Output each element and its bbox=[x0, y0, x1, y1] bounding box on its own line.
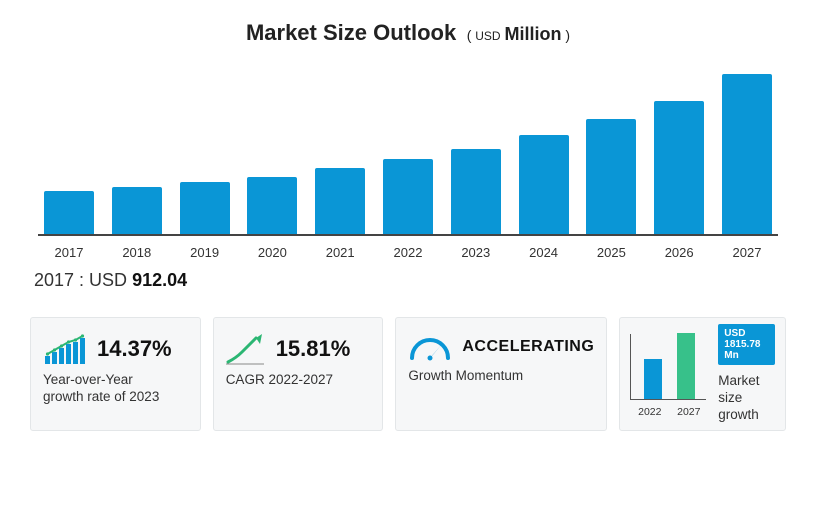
xlabel-2018: 2018 bbox=[112, 245, 162, 260]
xlabel-2017: 2017 bbox=[44, 245, 94, 260]
card-yoy: 14.37% Year-over-Year growth rate of 202… bbox=[30, 317, 201, 431]
main-bar-chart: 2017 2018 2019 2020 2021 2022 2023 2024 2025 2026… bbox=[38, 60, 778, 260]
growth-label-2: growth bbox=[718, 407, 775, 424]
xlabel-2022: 2022 bbox=[383, 245, 433, 260]
xlabel-2019: 2019 bbox=[180, 245, 230, 260]
chart-unit-group: ( USD Million ) bbox=[467, 27, 570, 43]
chart-title-row: Market Size Outlook ( USD Million ) bbox=[30, 20, 786, 46]
xlabel-2024: 2024 bbox=[519, 245, 569, 260]
mini-bar-2022 bbox=[644, 359, 662, 399]
chart-footnote: 2017 : USD 912.04 bbox=[34, 270, 786, 291]
momentum-sub: Growth Momentum bbox=[408, 368, 594, 385]
xlabel-2027: 2027 bbox=[722, 245, 772, 260]
gauge-icon bbox=[408, 332, 452, 362]
xlabel-2020: 2020 bbox=[247, 245, 297, 260]
bar-2018 bbox=[112, 187, 162, 234]
xlabel-2026: 2026 bbox=[654, 245, 704, 260]
xlabel-2025: 2025 bbox=[586, 245, 636, 260]
mini-bar-2027 bbox=[677, 333, 695, 399]
mini-xlabel-2022: 2022 bbox=[638, 406, 661, 418]
cagr-value: 15.81% bbox=[276, 336, 351, 362]
cagr-label: CAGR 2022-2027 bbox=[226, 372, 371, 389]
yoy-label-1: Year-over-Year bbox=[43, 372, 188, 389]
growth-bars-icon bbox=[43, 332, 87, 366]
arrow-up-icon bbox=[226, 332, 266, 366]
bar-2025 bbox=[586, 119, 636, 234]
xlabel-2023: 2023 bbox=[451, 245, 501, 260]
card-growth: 2022 2027 USD 1815.78 Mn Market size grow… bbox=[619, 317, 786, 431]
chart-x-axis bbox=[38, 234, 778, 236]
mini-xlabel-2027: 2027 bbox=[677, 406, 700, 418]
bar-2019 bbox=[180, 182, 230, 234]
growth-label-1: Market size bbox=[718, 373, 775, 407]
card-momentum: ACCELERATING Growth Momentum bbox=[395, 317, 607, 431]
card-cagr: 15.81% CAGR 2022-2027 bbox=[213, 317, 384, 431]
bar-2026 bbox=[654, 101, 704, 234]
metric-cards-row: 14.37% Year-over-Year growth rate of 202… bbox=[30, 317, 786, 431]
bar-2027 bbox=[722, 74, 772, 234]
xlabel-2021: 2021 bbox=[315, 245, 365, 260]
yoy-value: 14.37% bbox=[97, 336, 172, 362]
bar-2022 bbox=[383, 159, 433, 234]
mini-bar-chart: 2022 2027 bbox=[630, 328, 708, 420]
momentum-label: ACCELERATING bbox=[462, 338, 594, 356]
bar-2024 bbox=[519, 135, 569, 234]
bar-2021 bbox=[315, 168, 365, 234]
bar-2023 bbox=[451, 149, 501, 234]
bar-2020 bbox=[247, 177, 297, 234]
bar-2017 bbox=[44, 191, 94, 234]
growth-pill: USD 1815.78 Mn bbox=[718, 324, 775, 365]
chart-title: Market Size Outlook bbox=[246, 20, 456, 45]
yoy-label-2: growth rate of 2023 bbox=[43, 389, 188, 406]
